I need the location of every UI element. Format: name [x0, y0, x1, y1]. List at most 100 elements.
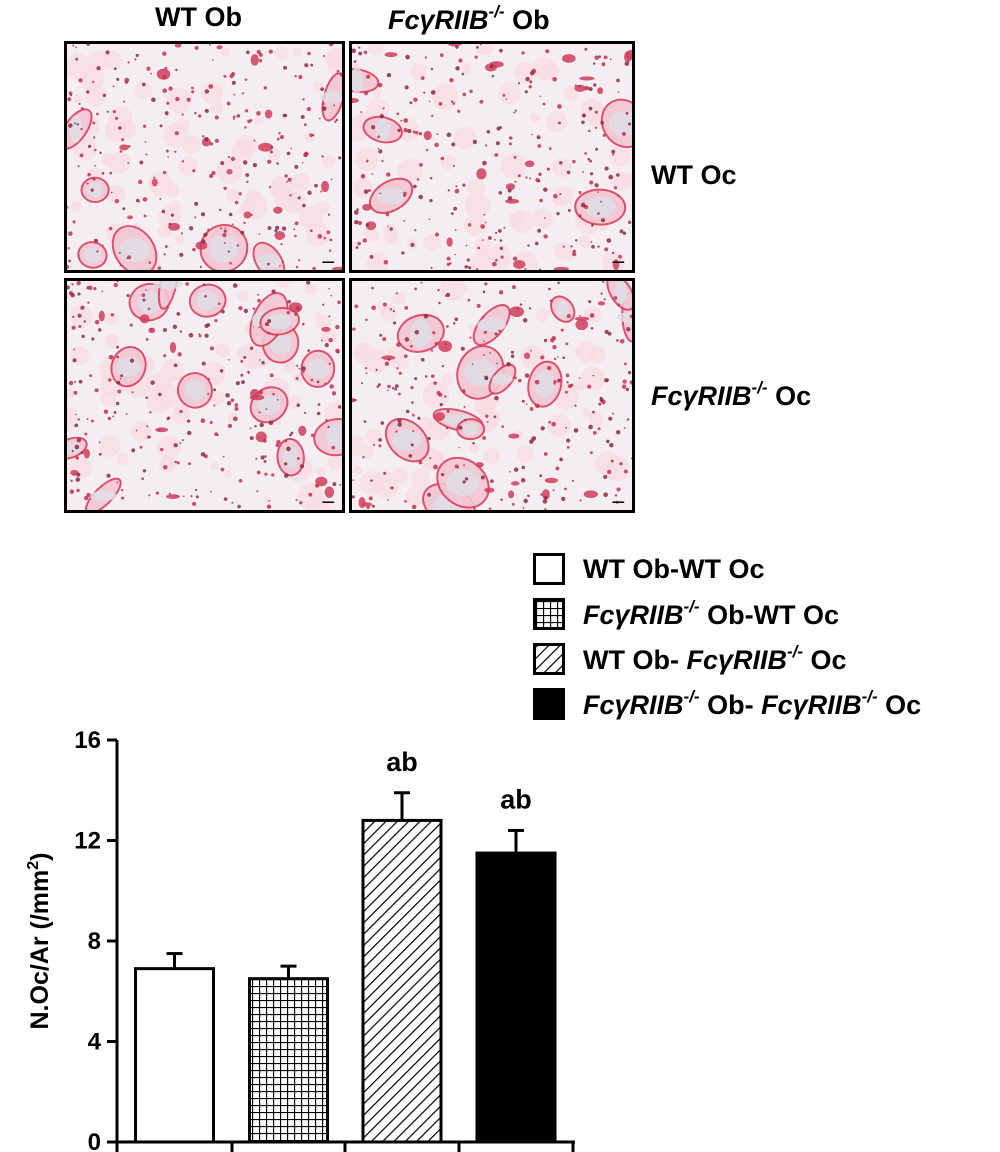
nucleus-dot	[227, 250, 230, 253]
nucleus-dot	[420, 281, 423, 284]
nucleus-dot	[578, 377, 581, 379]
legend-label-part: -/-	[683, 687, 700, 706]
nucleus-dot	[482, 290, 486, 294]
nucleus-dot	[76, 281, 81, 286]
nucleus-dot	[457, 109, 461, 113]
nucleus-dot	[566, 381, 569, 384]
osteoclast-core	[326, 423, 342, 451]
nucleus-dot	[244, 126, 247, 129]
nucleus-dot	[482, 160, 487, 166]
nucleus-dot	[396, 367, 399, 370]
nucleus-dot	[482, 436, 486, 440]
nucleus-dot	[284, 174, 288, 178]
nucleus-dot	[325, 419, 328, 422]
nucleus-dot	[207, 378, 210, 381]
nucleus-dot	[174, 460, 178, 464]
nucleus-dot	[94, 148, 97, 152]
nucleus-dot	[524, 268, 527, 270]
osteoclast-core	[69, 115, 83, 143]
nucleus-dot	[310, 63, 314, 67]
nucleus-dot	[153, 176, 156, 179]
stain-haze	[314, 312, 324, 321]
nucleus-dot	[623, 362, 627, 366]
nucleus-dot	[168, 492, 171, 495]
osteoclast-core	[392, 429, 422, 451]
nucleus-dot	[535, 403, 540, 409]
nucleus-dot	[494, 332, 498, 336]
nucleus-dot	[208, 44, 211, 46]
nucleus-dot	[352, 327, 356, 331]
nucleus-dot	[413, 184, 417, 189]
nucleus-dot	[584, 85, 590, 91]
nucleus-dot	[116, 345, 120, 349]
nucleus-dot	[513, 155, 517, 159]
nucleus-dot	[433, 464, 438, 470]
nucleus-dot	[410, 386, 414, 390]
legend-label-part: WT Ob-WT Oc	[583, 553, 765, 584]
nucleus-dot	[453, 206, 458, 211]
nucleus-dot	[170, 213, 175, 217]
nucleus-dot	[452, 164, 455, 167]
nucleus-dot	[145, 289, 147, 291]
nucleus-dot	[600, 120, 605, 125]
nucleus-dot	[500, 255, 504, 259]
nucleus-dot	[559, 193, 562, 196]
nucleus-dot	[159, 124, 163, 128]
nucleus-dot	[485, 144, 488, 147]
nucleus-dot	[257, 298, 261, 303]
stain-haze	[210, 462, 219, 471]
nucleus-dot	[521, 465, 526, 470]
stained-cell	[119, 144, 130, 151]
nucleus-dot	[490, 479, 494, 483]
nucleus-dot	[480, 224, 485, 229]
nucleus-dot	[469, 336, 472, 339]
nucleus-dot	[398, 371, 402, 375]
nucleus-dot	[209, 346, 214, 351]
nucleus-dot	[173, 443, 178, 448]
nucleus-dot	[627, 418, 630, 420]
nucleus-dot	[222, 455, 225, 458]
stain-haze	[532, 57, 557, 81]
nucleus-dot	[367, 189, 371, 193]
nucleus-dot	[499, 246, 504, 251]
legend-label-part: -/-	[861, 687, 878, 706]
nucleus-dot	[529, 177, 532, 180]
nucleus-dot	[81, 334, 85, 339]
nucleus-dot	[284, 473, 289, 478]
nucleus-dot	[327, 213, 331, 216]
nucleus-dot	[387, 498, 390, 501]
nucleus-dot	[627, 220, 632, 225]
stain-haze	[422, 381, 450, 409]
nucleus-dot	[181, 439, 184, 442]
significance-label: ab	[386, 747, 418, 777]
col-header-text: WT Ob	[155, 2, 242, 32]
nucleus-dot	[540, 493, 543, 496]
stain-haze	[69, 345, 90, 365]
nucleus-dot	[591, 223, 594, 227]
nucleus-dot	[324, 343, 329, 348]
nucleus-dot	[521, 399, 525, 403]
stain-haze	[134, 81, 153, 100]
nucleus-dot	[445, 427, 449, 430]
legend-label-part: FcγRIIB	[583, 600, 684, 630]
nucleus-dot	[76, 472, 81, 477]
legend-item: FcγRIIB-/- Ob-WT Oc	[533, 594, 839, 634]
nucleus-dot	[145, 337, 149, 341]
nucleus-dot	[553, 380, 557, 384]
nucleus-dot	[365, 318, 368, 322]
nucleus-dot	[294, 164, 299, 169]
nucleus-dot	[463, 464, 465, 467]
nucleus-dot	[331, 391, 337, 396]
nucleus-dot	[290, 431, 294, 435]
nucleus-dot	[512, 256, 518, 261]
osteoclast-core	[87, 181, 103, 198]
nucleus-dot	[536, 135, 541, 140]
nucleus-dot	[571, 251, 577, 257]
nucleus-dot	[589, 313, 595, 318]
nucleus-dot	[286, 311, 291, 315]
nucleus-dot	[158, 392, 162, 397]
nucleus-dot	[594, 110, 598, 114]
nucleus-dot	[475, 46, 479, 49]
nucleus-dot	[175, 96, 180, 102]
nucleus-dot	[546, 167, 550, 171]
